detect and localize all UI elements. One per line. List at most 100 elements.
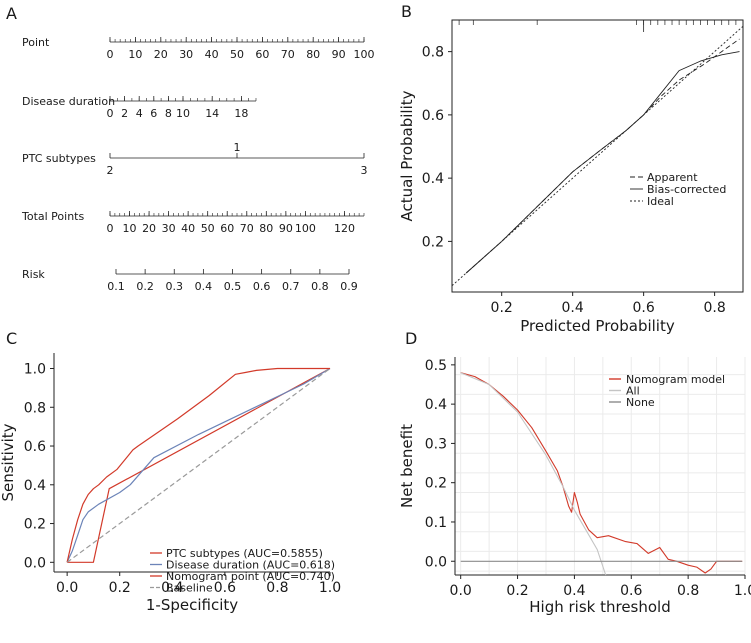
series-line [465,38,740,274]
nomogram-tick-label: 20 [142,222,156,235]
legend-label: PTC subtypes (AUC=0.5855) [166,547,323,560]
nomogram-row-label: Total Points [21,210,84,223]
nomogram-tick-label: 6 [150,107,157,120]
y-axis-label: Net benefit [398,424,416,508]
nomogram-tick-label: 60 [220,222,234,235]
y-tick-label: 0.2 [425,476,447,492]
panel-letter-b: B [401,2,412,21]
y-tick-label: 0.4 [24,478,46,494]
nomogram-tick-label: 0.9 [340,280,358,293]
nomogram-tick-label: 14 [205,107,219,120]
nomogram-tick-label: 0.6 [253,280,271,293]
plot-frame [451,19,744,293]
x-tick-label: 0.0 [56,580,78,596]
y-tick-label: 0.8 [24,400,46,416]
y-axis-label: Sensitivity [0,423,17,501]
series-line [66,367,331,563]
x-axis-label: Predicted Probability [520,317,675,335]
y-tick-label: 0.4 [422,171,444,187]
nomogram-tick-label: 40 [181,222,195,235]
nomogram-tick-label: 2 [107,164,114,177]
legend-label: None [626,396,655,409]
nomogram-tick-label: 20 [154,48,168,61]
nomogram-tick-label: 0 [107,222,114,235]
nomogram-tick-label: 0.3 [166,280,184,293]
nomogram-row-label: PTC subtypes [22,152,96,165]
nomogram-tick-label: 30 [162,222,176,235]
y-tick-label: 0.2 [24,517,46,533]
series-line [66,368,331,563]
series-line [460,372,743,574]
panel-letter-a: A [6,4,17,23]
nomogram-tick-label: 4 [136,107,143,120]
nomogram-row-label: Point [22,36,50,49]
nomogram-tick-label: 0.5 [224,280,242,293]
x-tick-label: 0.4 [161,580,183,596]
nomogram-tick-label: 0.7 [282,280,300,293]
nomogram-row-label: Risk [22,268,45,281]
series-line [460,372,607,576]
x-tick-label: 1.0 [319,580,341,596]
nomogram-tick-label: 80 [306,48,320,61]
x-tick-label: 0.6 [214,580,236,596]
series-line [67,367,331,563]
series-line [465,51,740,274]
nomogram-tick-label: 70 [281,48,295,61]
y-tick-label: 0.2 [422,234,444,250]
x-tick-label: 0.8 [677,583,699,599]
y-tick-label: 0.6 [24,439,46,455]
x-tick-label: 0.2 [109,580,131,596]
nomogram-tick-label: 3 [361,164,368,177]
nomogram-tick-label: 10 [123,222,137,235]
x-axis-label: High risk threshold [529,598,671,616]
legend-label: Ideal [647,195,674,208]
nomogram-tick-label: 18 [234,107,248,120]
panel-letter-d: D [405,329,417,348]
x-tick-label: 0.2 [491,300,513,316]
series-line [451,25,744,287]
legend-label: Nomogram point (AUC=0.740) [166,570,335,583]
legend-label: All [626,385,640,398]
x-tick-label: 0.8 [266,580,288,596]
calibration-panel: 0.2 0.4 0.6 0.8 0.2 0.4 0.6 0.8 Predicted Probab… [398,19,744,335]
y-tick-label: 0.6 [422,108,444,124]
nomogram-tick-label: 70 [240,222,254,235]
nomogram-tick-label: 100 [295,222,316,235]
y-tick-label: 0.5 [425,358,447,374]
y-tick-label: 0.4 [425,397,447,413]
panel-letter-c: C [6,329,17,348]
legend-label: Disease duration (AUC=0.618) [166,559,335,572]
nomogram-tick-label: 0.2 [136,280,154,293]
y-tick-label: 0.0 [24,555,46,571]
nomogram-row-label: Disease duration [22,95,115,108]
nomogram-tick-label: 10 [176,107,190,120]
x-tick-label: 1.0 [734,583,751,599]
nomogram-tick-label: 0.1 [107,280,125,293]
y-tick-label: 0.3 [425,436,447,452]
x-tick-label: 0.4 [563,583,585,599]
nomogram-tick-label: 80 [259,222,273,235]
nomogram-tick-label: 0 [107,48,114,61]
x-axis-label: 1-Specificity [146,596,238,614]
x-tick-label: 0.6 [620,583,642,599]
nomogram-tick-label: 8 [165,107,172,120]
nomogram-tick-label: 10 [128,48,142,61]
series-line [66,367,330,563]
nomogram-tick-label: 30 [179,48,193,61]
nomogram-tick-label: 120 [334,222,355,235]
legend-label: Apparent [647,171,698,184]
roc-panel: 0.0 0.2 0.4 0.6 0.8 1.0 0.0 0.2 0.4 0.6 0.8 1.0 1-Sp… [0,353,341,614]
y-tick-label: 0.8 [422,45,444,61]
decision-curve-panel: 0.0 0.2 0.4 0.6 0.8 1.0 0.0 0.1 0.2 0.3 0.4 0.5 High… [398,357,751,616]
nomogram-tick-label: 50 [201,222,215,235]
y-tick-label: 1.0 [24,362,46,378]
nomogram-tick-label: 2 [121,107,128,120]
x-tick-label: 0.6 [633,300,655,316]
x-tick-label: 0.8 [703,300,725,316]
y-tick-label: 0.0 [425,554,447,570]
legend-label: Bias-corrected [647,183,726,196]
x-tick-label: 0.0 [450,583,472,599]
nomogram-tick-label: 0.4 [195,280,213,293]
